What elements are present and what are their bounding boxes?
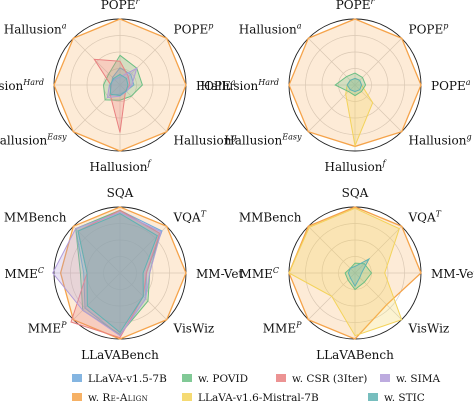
legend-swatch xyxy=(182,393,192,401)
legend-label: w. SIMA xyxy=(396,373,441,385)
legend-swatch xyxy=(72,393,82,401)
axis-label: POPEr xyxy=(101,0,141,12)
grid-spoke xyxy=(308,38,356,86)
grid-spoke xyxy=(73,226,121,274)
axis-label: SQA xyxy=(342,186,369,200)
axis-label: MMEP xyxy=(263,321,302,336)
series-w-re-align xyxy=(288,206,422,340)
axis-label: MMEC xyxy=(240,266,279,281)
axis-label: MMBench xyxy=(239,211,302,225)
legend-item: LLaVA-v1.5-7B xyxy=(72,373,167,385)
axis-label: POPEr xyxy=(336,0,376,12)
axis-label: Hallusionf xyxy=(90,159,153,174)
legend: LLaVA-v1.5-7B w. POVID w. CSR (3Iter) w. SI… xyxy=(72,373,441,404)
grid-spoke xyxy=(354,272,402,320)
axis-label: Hallusiong xyxy=(409,133,472,148)
series-w-stic xyxy=(109,73,129,97)
grid-spoke xyxy=(119,84,167,132)
axis-label: POPEp xyxy=(409,22,449,37)
axis-label: HallusionHard xyxy=(200,78,279,93)
series-w-sima xyxy=(106,67,138,99)
axis-label: Hallusiona xyxy=(4,22,67,37)
axis-label: POPEa xyxy=(196,78,236,93)
legend-swatch xyxy=(72,374,82,382)
legend-swatch xyxy=(182,374,192,382)
radar-chart-4: SQA VQAT MM-Vet VisWiz LLaVABench MMEP MMEC MMB… xyxy=(239,186,474,362)
legend-item: LLaVA-v1.6-Mistral-7B xyxy=(182,392,319,404)
grid-spoke xyxy=(308,226,356,274)
legend-item: w. Re-Align xyxy=(72,392,148,404)
axis-label: Hallusiong xyxy=(174,133,237,148)
legend-label: w. CSR (3Iter) xyxy=(292,373,367,385)
grid-spoke xyxy=(119,38,167,86)
grid-spoke xyxy=(73,272,121,320)
legend-label: w. Re-Align xyxy=(88,392,148,404)
grid-spoke xyxy=(73,84,121,132)
legend-item: w. STIC xyxy=(368,392,425,404)
series-w-povid xyxy=(102,54,143,101)
legend-label: w. POVID xyxy=(198,373,248,385)
axis-label: POPEa xyxy=(431,78,471,93)
radar-chart-1: POPEr POPEp POPEa Hallusiong Hallusionf Hallu… xyxy=(0,0,237,174)
grid-spoke xyxy=(354,84,402,132)
radar-chart-3: SQA VQAT MM-Vet VisWiz LLaVABench MMEP MMEC MMB… xyxy=(4,186,244,362)
axis-label: LLaVABench xyxy=(316,348,394,362)
axis-label: VQAT xyxy=(173,210,207,225)
axis-label: VQAT xyxy=(408,210,442,225)
axis-label: SQA xyxy=(107,186,134,200)
legend-label: LLaVA-v1.5-7B xyxy=(88,373,167,385)
legend-swatch xyxy=(368,393,378,401)
series-w-stic xyxy=(347,257,371,288)
series-w-re-align xyxy=(53,18,187,152)
series-w-stic xyxy=(346,77,363,93)
axis-label: Hallusionf xyxy=(325,159,388,174)
legend-item: w. POVID xyxy=(182,373,248,385)
axis-label: MMEP xyxy=(28,321,67,336)
axis-label: HallusionEasy xyxy=(0,133,67,148)
axis-label: HallusionHard xyxy=(0,78,44,93)
legend-item: w. CSR (3Iter) xyxy=(276,373,367,385)
grid-spoke xyxy=(119,226,167,274)
legend-label: w. STIC xyxy=(384,392,425,404)
axis-label: Hallusiona xyxy=(239,22,302,37)
legend-label: LLaVA-v1.6-Mistral-7B xyxy=(198,392,319,404)
grid-spoke xyxy=(308,84,356,132)
axis-label: MMEC xyxy=(5,266,44,281)
series-w-csr-3iter xyxy=(93,58,131,133)
legend-item: w. SIMA xyxy=(380,373,441,385)
axis-label: HallusionEasy xyxy=(224,133,302,148)
series-w-sima xyxy=(52,211,162,337)
axis-label: VisWiz xyxy=(408,322,450,336)
grid-spoke xyxy=(354,226,402,274)
series-w-povid xyxy=(344,262,373,291)
axis-label: POPEp xyxy=(174,22,214,37)
axis-label: LLaVABench xyxy=(81,348,159,362)
axis-label: MMBench xyxy=(4,211,67,225)
axis-label: VisWiz xyxy=(173,322,215,336)
series-w-stic xyxy=(77,213,158,334)
series-llava-v1-6-mistral-7b xyxy=(288,207,403,337)
legend-swatch xyxy=(276,374,286,382)
axis-label: MM-Vet xyxy=(431,267,474,281)
radar-chart-2: POPEr POPEp POPEa Hallusiong Hallusionf Hallu… xyxy=(200,0,471,174)
axis-label: MM-Vet xyxy=(196,267,243,281)
legend-swatch xyxy=(380,374,390,382)
